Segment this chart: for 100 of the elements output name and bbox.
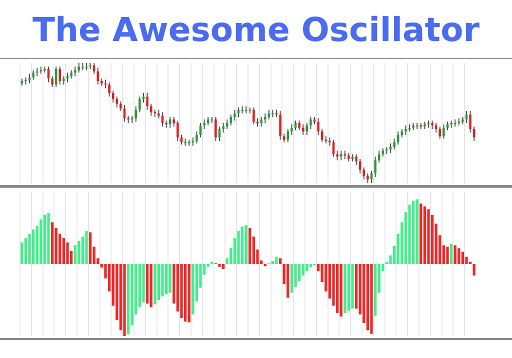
bar bbox=[461, 252, 464, 264]
candlestick bbox=[222, 122, 224, 134]
candlestick bbox=[260, 116, 262, 128]
bar bbox=[290, 264, 294, 293]
bar bbox=[88, 232, 92, 264]
candlestick bbox=[196, 130, 198, 144]
bar bbox=[416, 199, 418, 264]
candlestick bbox=[66, 72, 69, 83]
bar bbox=[408, 204, 411, 264]
candlestick bbox=[203, 118, 206, 130]
candlestick bbox=[138, 96, 141, 113]
bar bbox=[309, 264, 312, 267]
candlestick bbox=[146, 92, 148, 110]
bar bbox=[237, 230, 240, 264]
bar bbox=[244, 225, 248, 264]
bar bbox=[180, 264, 183, 318]
candlestick bbox=[176, 120, 179, 142]
candlestick bbox=[279, 110, 282, 140]
bar bbox=[184, 264, 187, 322]
bar bbox=[78, 240, 80, 264]
candlestick bbox=[404, 124, 407, 136]
bar bbox=[146, 264, 149, 304]
bar bbox=[344, 264, 346, 313]
candlestick bbox=[393, 138, 396, 150]
bar bbox=[275, 256, 278, 264]
bar bbox=[154, 264, 156, 304]
bar bbox=[222, 264, 225, 270]
candlestick bbox=[32, 70, 34, 80]
candlestick bbox=[465, 110, 468, 124]
bar bbox=[20, 242, 24, 264]
candlestick bbox=[310, 116, 312, 130]
bar bbox=[306, 264, 308, 272]
candlestick bbox=[120, 100, 122, 112]
candlestick bbox=[264, 112, 266, 124]
candlestick bbox=[450, 120, 452, 128]
bar bbox=[85, 230, 88, 264]
candlestick bbox=[214, 116, 217, 142]
candlestick bbox=[108, 82, 110, 98]
bar bbox=[168, 264, 172, 293]
candlestick bbox=[469, 110, 472, 134]
candlestick bbox=[442, 124, 445, 140]
candlestick bbox=[74, 66, 76, 77]
bar bbox=[472, 264, 476, 276]
bar bbox=[427, 209, 430, 264]
bar bbox=[370, 264, 373, 334]
candlestick bbox=[294, 120, 297, 131]
bar bbox=[446, 246, 449, 264]
bar bbox=[248, 228, 252, 264]
candlestick bbox=[340, 150, 342, 161]
bar bbox=[286, 264, 290, 298]
bar bbox=[47, 212, 50, 264]
candlestick bbox=[234, 109, 236, 122]
candlestick bbox=[336, 150, 338, 161]
candlestick bbox=[317, 118, 320, 136]
bar bbox=[126, 264, 130, 335]
bar bbox=[374, 264, 377, 316]
candlestick bbox=[116, 96, 118, 108]
bar bbox=[351, 264, 354, 309]
candlestick bbox=[298, 120, 300, 131]
bar bbox=[240, 226, 244, 264]
candlestick bbox=[184, 138, 186, 146]
bar bbox=[450, 244, 453, 264]
candlestick bbox=[389, 142, 392, 154]
bar bbox=[412, 200, 415, 264]
bar bbox=[50, 222, 54, 264]
bar bbox=[28, 234, 31, 264]
bar bbox=[454, 245, 456, 264]
candlestick bbox=[165, 120, 168, 128]
bar bbox=[40, 219, 42, 264]
candlestick bbox=[142, 92, 145, 104]
candlestick bbox=[241, 106, 244, 114]
candlestick bbox=[28, 73, 31, 84]
candlestick bbox=[374, 156, 376, 178]
candlestick bbox=[252, 106, 255, 125]
candlestick bbox=[290, 124, 293, 136]
bar bbox=[347, 264, 350, 311]
candlestick bbox=[366, 172, 369, 184]
bar bbox=[420, 204, 422, 264]
bar bbox=[458, 248, 460, 264]
bar bbox=[150, 264, 152, 308]
bar bbox=[43, 215, 46, 264]
bar bbox=[164, 264, 168, 294]
candlestick bbox=[355, 154, 358, 166]
chart-title: The Awesome Oscillator bbox=[31, 8, 481, 50]
bar bbox=[336, 264, 339, 313]
bar bbox=[340, 264, 342, 317]
bar bbox=[24, 238, 28, 264]
bar bbox=[278, 258, 282, 264]
bar bbox=[74, 245, 76, 264]
bar bbox=[32, 229, 35, 264]
bar bbox=[123, 264, 126, 336]
candlestick bbox=[51, 76, 54, 88]
bar bbox=[218, 264, 221, 267]
bar bbox=[192, 264, 194, 314]
bar bbox=[366, 264, 370, 330]
bar bbox=[161, 264, 164, 296]
bar bbox=[188, 264, 190, 322]
bar bbox=[66, 242, 69, 264]
bar bbox=[62, 238, 66, 264]
bar bbox=[271, 261, 274, 264]
